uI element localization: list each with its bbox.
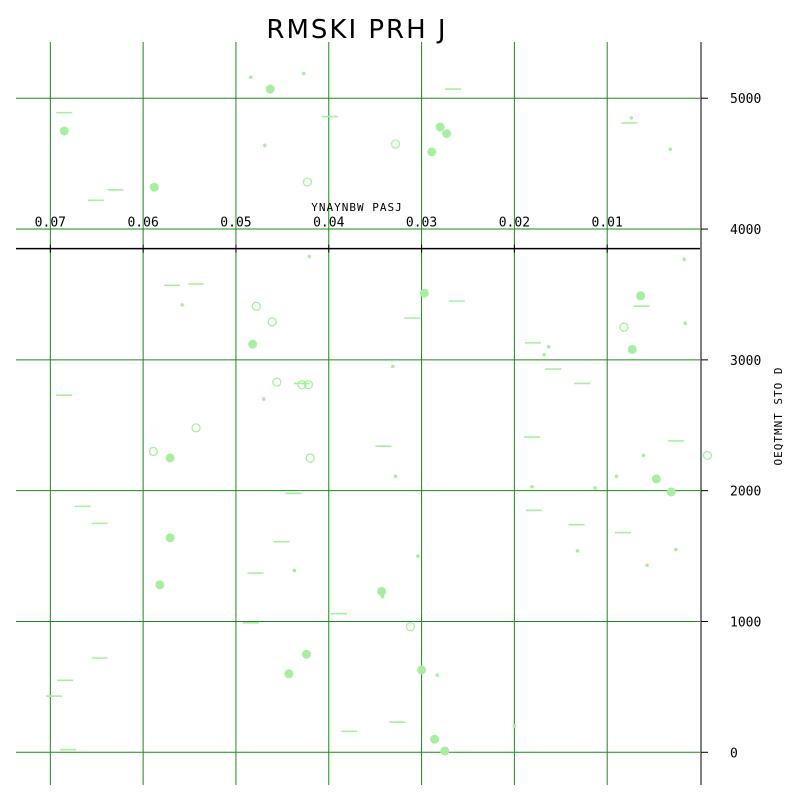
filled-point	[265, 84, 275, 94]
hollow-point	[305, 453, 315, 463]
tiny-point	[683, 321, 687, 326]
filled-point	[440, 746, 450, 756]
hollow-point	[297, 380, 307, 390]
filled-point	[417, 665, 427, 675]
hollow-point	[251, 301, 262, 311]
tiny-point	[180, 303, 184, 307]
tiny-point	[575, 549, 580, 553]
grid-lines	[16, 42, 700, 785]
filled-point	[165, 453, 175, 463]
filled-point	[666, 487, 676, 497]
x-tick-label: 0.06	[127, 216, 158, 231]
filled-point	[149, 182, 159, 192]
tiny-point	[292, 568, 297, 573]
filled-point	[419, 288, 429, 298]
tiny-point	[668, 147, 673, 152]
tiny-point	[301, 71, 306, 76]
data-points	[46, 71, 713, 756]
tiny-point	[641, 453, 646, 458]
filled-point	[248, 339, 258, 349]
tiny-point	[645, 563, 649, 568]
hollow-point	[390, 139, 401, 149]
tiny-point	[512, 724, 517, 728]
tiny-point	[261, 397, 266, 401]
y-tick-label: 2000	[730, 485, 761, 500]
hollow-point	[267, 317, 277, 327]
axes: 0.07 0.06 0.05 0.04 0.03 0.02 0.01 0 1000 2000 300…	[16, 42, 761, 785]
tiny-point	[416, 554, 420, 558]
hollow-point	[619, 322, 629, 332]
filled-point	[59, 126, 69, 136]
hollow-point	[148, 446, 159, 457]
y-axis-label: OEQTMNT STO D	[772, 366, 785, 465]
y-tick-label: 1000	[730, 615, 761, 630]
filled-point	[155, 580, 165, 590]
hollow-point	[303, 380, 313, 390]
hollow-point	[302, 177, 313, 187]
tiny-point	[674, 547, 678, 552]
y-tick-label: 4000	[730, 223, 761, 238]
tiny-point	[262, 143, 267, 148]
x-tick-label: 0.05	[220, 216, 251, 231]
filled-point	[284, 669, 294, 679]
tiny-point	[682, 257, 687, 261]
hollow-point	[272, 377, 282, 387]
tiny-point	[391, 364, 395, 369]
x-tick-label: 0.07	[35, 216, 66, 231]
x-tick-label: 0.01	[592, 216, 623, 231]
filled-point	[430, 734, 440, 744]
tiny-point	[593, 486, 597, 490]
filled-point	[435, 122, 445, 132]
tiny-point	[542, 352, 546, 357]
hollow-point	[702, 450, 713, 461]
filled-point	[651, 474, 661, 484]
tiny-point	[249, 75, 253, 80]
filled-point	[627, 344, 637, 354]
x-tick-label: 0.04	[313, 216, 344, 231]
hollow-point	[191, 423, 201, 433]
filled-point	[636, 291, 646, 301]
filled-point	[442, 129, 452, 139]
hollow-point	[405, 622, 416, 632]
filled-point	[377, 586, 387, 596]
filled-point	[165, 533, 175, 543]
tiny-point	[393, 474, 398, 479]
filled-point	[427, 147, 437, 157]
filled-point	[301, 649, 311, 659]
tiny-point	[380, 594, 385, 599]
chart-title: RMSKI PRH J	[266, 15, 447, 45]
x-tick-label: 0.03	[406, 216, 437, 231]
x-axis-label: YNAYNBW PASJ	[311, 201, 402, 214]
tiny-point	[435, 673, 440, 677]
tiny-point	[546, 344, 551, 349]
y-tick-label: 0	[730, 746, 738, 761]
tiny-point	[614, 474, 619, 479]
x-tick-label: 0.02	[499, 216, 530, 231]
tiny-point	[307, 254, 312, 259]
tiny-point	[629, 116, 634, 120]
y-tick-label: 5000	[730, 92, 761, 107]
y-tick-label: 3000	[730, 354, 761, 369]
tiny-point	[530, 484, 534, 489]
